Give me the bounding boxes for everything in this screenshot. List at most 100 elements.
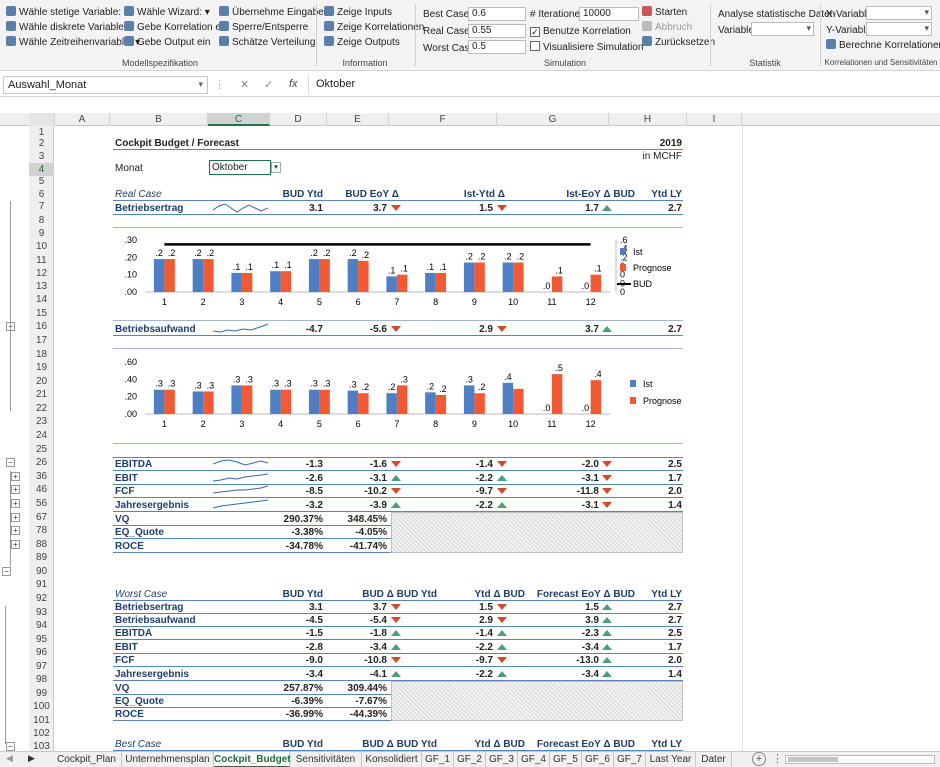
row-header[interactable]: 21 bbox=[35, 389, 48, 400]
sheet-tab[interactable]: Cockpit_Budget bbox=[214, 752, 291, 767]
sheet-tab[interactable]: GF_7 bbox=[614, 752, 646, 767]
row-header[interactable]: 14 bbox=[35, 294, 48, 305]
scrollbar-thumb[interactable] bbox=[788, 757, 838, 762]
column-header-d[interactable]: D bbox=[270, 113, 327, 126]
sheet-tab[interactable]: GF_6 bbox=[582, 752, 614, 767]
row-header[interactable]: 25 bbox=[35, 444, 48, 455]
sheet-tab[interactable]: Konsolidiert bbox=[362, 752, 422, 767]
sheet-tab[interactable]: GF_3 bbox=[486, 752, 518, 767]
column-header-h[interactable]: H bbox=[609, 113, 687, 126]
more-options-icon[interactable]: ⋮ bbox=[772, 753, 783, 765]
monat-dropdown-button[interactable]: ▾ bbox=[271, 162, 281, 173]
tab-scroll-right-icon[interactable]: ▶ bbox=[28, 753, 35, 763]
schaetze-verteilung-button[interactable]: Schätze Verteilung bbox=[219, 36, 315, 49]
row-header[interactable]: 3 bbox=[38, 151, 45, 162]
row-header[interactable]: 10 bbox=[35, 241, 48, 252]
column-header-g[interactable]: G bbox=[497, 113, 609, 126]
row-header[interactable]: 78 bbox=[35, 525, 48, 536]
visualisiere-checkbox[interactable]: Visualisiere Simulation bbox=[530, 41, 643, 54]
x-variable-dropdown[interactable] bbox=[866, 6, 932, 20]
gebe-output-button[interactable]: Gebe Output ein bbox=[124, 36, 210, 49]
betriebsertrag-chart[interactable]: .00.10.20.30.2.21.2.22.1.13.1.14.2.25.2.… bbox=[115, 230, 685, 318]
tab-scroll-left-icon[interactable]: ◀ bbox=[6, 753, 13, 763]
row-header[interactable]: 9 bbox=[38, 228, 45, 239]
zuruecksetzen-button[interactable]: Zurücksetzen bbox=[642, 36, 715, 49]
horizontal-scrollbar[interactable] bbox=[785, 755, 935, 764]
row-header[interactable]: 97 bbox=[35, 661, 48, 672]
waehle-zeitreihe-button[interactable]: Wähle Zeitreihenvariable: ▾ bbox=[6, 36, 140, 49]
uebernehme-eingabe-button[interactable]: Übernehme Eingabe bbox=[219, 6, 324, 19]
row-header[interactable]: 19 bbox=[35, 362, 48, 373]
row-header[interactable]: 11 bbox=[36, 255, 47, 266]
zeige-outputs-button[interactable]: Zeige Outputs bbox=[324, 36, 400, 49]
select-all-corner[interactable] bbox=[29, 113, 55, 126]
waehle-wizard-button[interactable]: Wähle Wizard: ▾ bbox=[124, 6, 210, 19]
row-header[interactable]: 2 bbox=[38, 138, 45, 149]
row-header[interactable]: 36 bbox=[35, 471, 48, 482]
sheet-tab[interactable]: Unternehmensplan bbox=[122, 752, 214, 767]
cancel-icon[interactable]: ✕ bbox=[240, 79, 250, 91]
row-header[interactable]: 94 bbox=[35, 620, 48, 631]
sheet-tab[interactable]: GF_4 bbox=[518, 752, 550, 767]
row-header[interactable]: 16 bbox=[35, 321, 48, 332]
berechne-korrelationen-button[interactable]: Berechne Korrelationen bbox=[826, 39, 940, 52]
row-header[interactable]: 17 bbox=[35, 335, 48, 346]
benutze-korrelation-checkbox[interactable]: ✓ Benutze Korrelation bbox=[530, 26, 631, 37]
row-header[interactable]: 90 bbox=[35, 566, 48, 577]
starten-button[interactable]: Starten bbox=[642, 6, 687, 19]
outline-expand-button[interactable]: + bbox=[11, 526, 20, 535]
column-header-c[interactable]: C bbox=[208, 113, 270, 126]
outline-expand-button[interactable]: + bbox=[11, 513, 20, 522]
row-header[interactable]: 99 bbox=[35, 688, 48, 699]
row-header[interactable]: 22 bbox=[35, 403, 48, 414]
worksheet[interactable]: Cockpit Budget / Forecast 2019 in MCHF M… bbox=[55, 126, 940, 751]
enter-icon[interactable]: ✓ bbox=[264, 79, 274, 91]
column-header-e[interactable]: E bbox=[327, 113, 389, 126]
column-header-f[interactable]: F bbox=[389, 113, 497, 126]
outline-expand-button[interactable]: + bbox=[11, 485, 20, 494]
iterationen-input[interactable]: 10000 bbox=[579, 7, 639, 21]
row-header[interactable]: 103 bbox=[33, 741, 50, 752]
row-header[interactable]: 92 bbox=[35, 593, 48, 604]
row-header[interactable]: 6 bbox=[38, 189, 45, 200]
row-header[interactable]: 7 bbox=[38, 201, 45, 212]
sperre-button[interactable]: Sperre/Entsperre bbox=[219, 21, 308, 34]
sheet-tab[interactable]: GF_1 bbox=[422, 752, 454, 767]
row-header[interactable]: 4 bbox=[29, 163, 54, 176]
zeige-korrelationen-button[interactable]: Zeige Korrelationen bbox=[324, 21, 424, 34]
row-header[interactable]: 8 bbox=[38, 215, 45, 226]
row-header[interactable]: 89 bbox=[35, 552, 48, 563]
betriebsaufwand-chart[interactable]: .00 .20 .40 .60 .3 .3 1 .3 .3 2 .3 .3 3 .3 .3 4 .3 .3 5 .3.… bbox=[115, 352, 685, 440]
sheet-tab[interactable]: GF_5 bbox=[550, 752, 582, 767]
row-header[interactable]: 98 bbox=[35, 674, 48, 685]
row-header[interactable]: 93 bbox=[35, 607, 48, 618]
zeige-inputs-button[interactable]: Zeige Inputs bbox=[324, 6, 392, 19]
add-sheet-button[interactable]: + bbox=[752, 752, 766, 766]
column-header-i[interactable]: I bbox=[687, 113, 742, 126]
row-header[interactable]: 26 bbox=[35, 457, 48, 468]
sheet-tab[interactable]: Cockpit_Plan bbox=[52, 752, 122, 767]
abbruch-button[interactable]: Abbruch bbox=[642, 21, 692, 34]
waehle-stetige-button[interactable]: Wähle stetige Variable: ▾ bbox=[6, 6, 129, 19]
row-header[interactable]: 91 bbox=[35, 579, 48, 590]
row-header[interactable]: 5 bbox=[38, 176, 45, 187]
sheet-tab[interactable]: Sensitivitäten bbox=[290, 752, 362, 767]
row-header[interactable]: 101 bbox=[33, 715, 50, 726]
monat-cell[interactable]: Oktober bbox=[209, 160, 271, 175]
gebe-korrelation-button[interactable]: Gebe Korrelation ein bbox=[124, 21, 229, 34]
insert-function-icon[interactable]: fx bbox=[289, 78, 298, 90]
row-header[interactable]: 24 bbox=[35, 430, 48, 441]
name-box[interactable]: Auswahl_Monat bbox=[3, 76, 208, 94]
row-header[interactable]: 12 bbox=[35, 268, 48, 279]
row-header[interactable]: 102 bbox=[33, 728, 50, 739]
row-header[interactable]: 67 bbox=[35, 512, 48, 523]
sheet-tab[interactable]: Last Year bbox=[646, 752, 696, 767]
row-header[interactable]: 1 bbox=[38, 127, 45, 138]
column-header-a[interactable]: A bbox=[55, 113, 110, 126]
y-variable-dropdown[interactable] bbox=[866, 22, 932, 36]
row-header[interactable]: 100 bbox=[33, 701, 50, 712]
outline-expand-button[interactable]: + bbox=[11, 540, 20, 549]
row-header[interactable]: 46 bbox=[35, 484, 48, 495]
best-case-input[interactable]: 0.6 bbox=[468, 7, 526, 21]
row-header[interactable]: 56 bbox=[35, 498, 48, 509]
